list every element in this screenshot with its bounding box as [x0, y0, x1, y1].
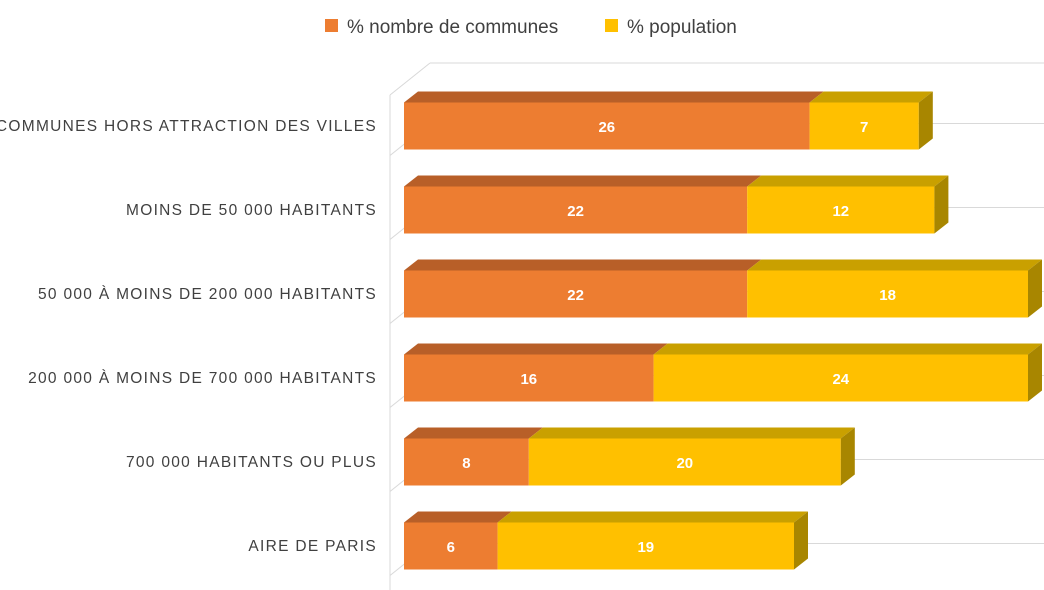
legend-label: % population	[627, 17, 737, 38]
data-label: 12	[832, 203, 849, 220]
bar-segment	[404, 522, 498, 570]
bar-segment-top	[747, 259, 1042, 271]
bar-segment	[809, 102, 919, 150]
category-label: 700 000 HABITANTS OU PLUS	[126, 454, 377, 471]
legend-swatch	[325, 19, 338, 32]
bar-segment	[404, 186, 748, 234]
data-label: 6	[447, 539, 455, 556]
category-labels: COMMUNES HORS ATTRACTION DES VILLES MOINS…	[0, 118, 377, 555]
bar-segment	[747, 186, 935, 234]
bar-segment	[404, 354, 654, 402]
bar-segment-side	[1028, 259, 1042, 318]
bar-segment-top	[404, 259, 762, 271]
bar-segment	[404, 102, 810, 150]
category-label: COMMUNES HORS ATTRACTION DES VILLES	[0, 118, 377, 135]
data-label: 22	[567, 287, 584, 304]
bar-segment-top	[404, 175, 762, 187]
bar-segment-top	[404, 427, 543, 439]
bar-segment-top	[404, 343, 668, 355]
bar-segment-top	[528, 427, 855, 439]
data-label: 26	[598, 119, 615, 136]
bars	[404, 91, 1042, 570]
legend-label: % nombre de communes	[347, 17, 558, 38]
data-label: 16	[520, 371, 537, 388]
data-label: 7	[860, 119, 868, 136]
data-label: 22	[567, 203, 584, 220]
bar-segment-top	[809, 91, 933, 103]
category-label: AIRE DE PARIS	[248, 538, 377, 555]
bar-segment-side	[794, 511, 808, 570]
data-label: 19	[637, 539, 654, 556]
bar-segment-side	[934, 175, 949, 234]
data-label: 8	[462, 455, 470, 472]
legend-swatch	[605, 19, 618, 32]
bar-segment	[747, 270, 1028, 318]
bar-segment-top	[404, 91, 824, 103]
bar-segment	[404, 438, 529, 486]
category-label: 200 000 À MOINS DE 700 000 HABITANTS	[28, 370, 377, 387]
data-labels: 26 7 22 12 22 18 16 24 8 20 6 19	[447, 119, 896, 556]
legend: % nombre de communes % population	[325, 17, 737, 38]
data-label: 20	[676, 455, 693, 472]
bar-segment	[653, 354, 1028, 402]
category-label: MOINS DE 50 000 HABITANTS	[126, 202, 377, 219]
bar-segment-side	[840, 427, 855, 486]
bar-segment	[497, 522, 794, 570]
bar-segment	[404, 270, 748, 318]
bar-segment	[528, 438, 841, 486]
category-label: 50 000 À MOINS DE 200 000 HABITANTS	[38, 286, 377, 303]
bar-segment-top	[404, 511, 512, 523]
bar-segment-top	[747, 175, 949, 187]
bar-segment-top	[497, 511, 808, 523]
bar-segment-side	[918, 91, 933, 150]
data-label: 24	[832, 371, 849, 388]
bar-segment-top	[653, 343, 1042, 355]
bar-segment-side	[1028, 343, 1042, 402]
data-label: 18	[879, 287, 896, 304]
wall-top-diagonal	[389, 62, 431, 96]
